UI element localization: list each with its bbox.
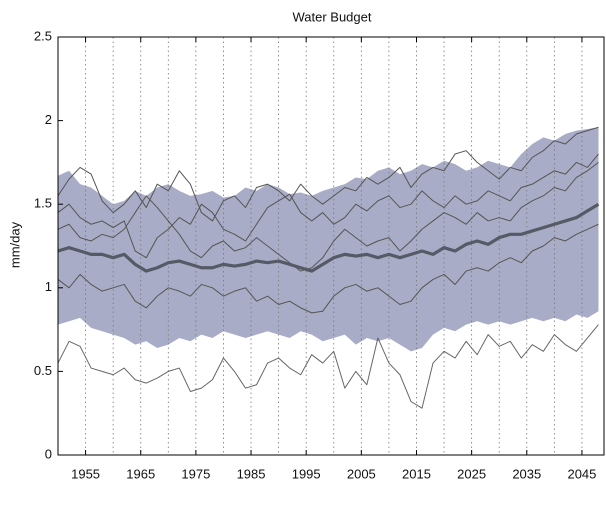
y-tick-label: 0.5: [34, 363, 52, 378]
range-band: [58, 127, 599, 352]
series-line: [57, 223, 599, 314]
y-tick-label: 2: [45, 112, 52, 127]
x-tick-label: 2015: [402, 466, 431, 481]
y-tick-label: 2.5: [34, 28, 52, 43]
x-tick-label: 1955: [71, 466, 100, 481]
x-tick-label: 1965: [126, 466, 155, 481]
y-tick-label: 0: [45, 446, 52, 461]
x-tick-label: 2035: [512, 466, 541, 481]
chart-title: Water Budget: [292, 9, 371, 24]
y-axis-label: mm/day: [7, 221, 22, 268]
x-tick-label: 1975: [181, 466, 210, 481]
x-tick-label: 2045: [567, 466, 596, 481]
y-tick-label: 1: [45, 279, 52, 294]
series-line: [57, 162, 599, 272]
plot-frame: [57, 36, 605, 456]
series-line: [57, 324, 599, 409]
x-tick-label: 1985: [237, 466, 266, 481]
series-line: [57, 153, 599, 259]
series-line: [57, 202, 600, 273]
x-tick-label: 2005: [347, 466, 376, 481]
x-tick-label: 2025: [457, 466, 486, 481]
series-line: [57, 126, 599, 222]
x-tick-label: 1995: [292, 466, 321, 481]
y-tick-label: 1.5: [34, 196, 52, 211]
